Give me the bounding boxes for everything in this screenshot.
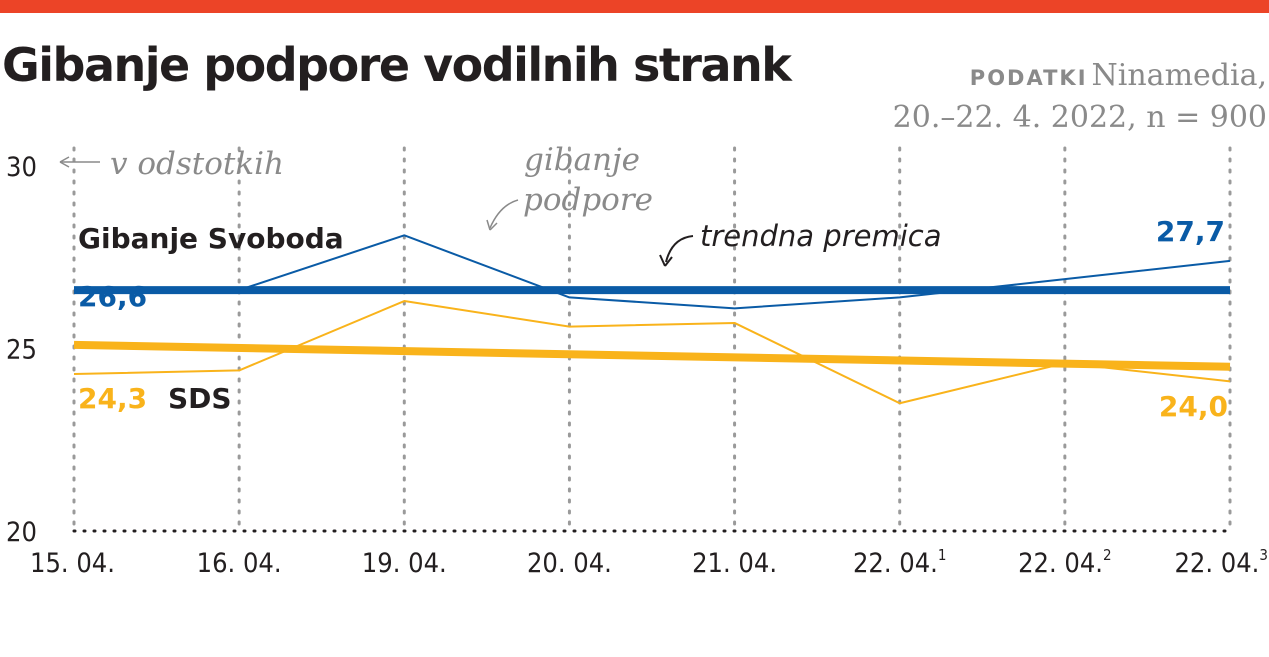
source-name: Ninamedia, [1091,58,1267,93]
x-tick-text: 21. 04. [692,548,777,579]
axis-labels: 20 25 30 15. 04. 16. 04. 19. 04. 20. 04. 21. 04… [6,152,1268,579]
x-tick-label: 20. 04. [527,548,612,579]
y-tick-label: 30 [6,152,37,183]
x-tick-label: 16. 04. [197,548,282,579]
gs-series-line [74,234,1231,310]
gs-end-value: 27,7 [1156,215,1225,248]
top-accent-bar [0,0,1269,13]
arrow-down-icon [659,254,673,267]
x-tick-text: 16. 04. [197,548,282,579]
unit-label: v odstotkih [110,146,284,182]
movement-arrow-line [489,199,519,229]
sds-end-value: 24,0 [1159,390,1228,423]
x-tick-text: 15. 04. [30,548,115,579]
x-tick-superscript: 2 [1103,546,1112,564]
y-tick-label: 20 [6,517,37,548]
chart-title: Gibanje podpore vodilnih strank [2,38,792,92]
unit-annotation: v odstotkih [59,146,284,182]
gs-start-value: 26,6 [78,280,147,313]
movement-label-line-2: podpore [523,182,653,218]
x-tick-superscript: 1 [938,546,947,564]
arrow-down-icon [486,219,498,231]
x-tick-text: 22. 04. [853,548,938,579]
x-tick-label: 22. 04.2 [1018,546,1112,579]
x-tick-label: 21. 04. [692,548,777,579]
x-tick-text: 19. 04. [362,548,447,579]
series-name-sds: SDS [168,382,232,415]
source-label: PODATKI [969,66,1088,90]
source-line-1: PODATKI Ninamedia, [893,56,1267,98]
x-tick-superscript: 3 [1259,546,1268,564]
series-name-gs: Gibanje Svoboda [78,222,344,255]
x-tick-label: 22. 04.1 [853,546,947,579]
x-tick-label: 19. 04. [362,548,447,579]
movement-label-line-1: gibanje [524,142,640,178]
sds-trend-line [73,340,1231,371]
movement-annotation: gibanje podpore [486,142,653,231]
gridlines [72,146,1232,533]
source-detail: 20.–22. 4. 2022, n = 900 [892,100,1267,135]
trendline-label: trendna premica [700,219,942,253]
arrow-left-icon [59,156,70,168]
trendline-arrow-line [665,235,694,263]
trendline-annotation: trendna premica [659,219,942,267]
x-tick-text: 20. 04. [527,548,612,579]
x-tick-text: 22. 04. [1174,548,1259,579]
x-tick-text: 22. 04. [1018,548,1103,579]
y-tick-label: 25 [6,335,37,366]
trend-lines [73,286,1231,371]
x-tick-label: 15. 04. [30,548,115,579]
source-note: PODATKI Ninamedia, 20.–22. 4. 2022, n = 9… [893,56,1267,138]
x-tick-label: 22. 04.3 [1174,546,1268,579]
series-lines [73,234,1231,405]
sds-start-value: 24,3 [78,382,147,415]
sds-series-line [73,300,1231,405]
